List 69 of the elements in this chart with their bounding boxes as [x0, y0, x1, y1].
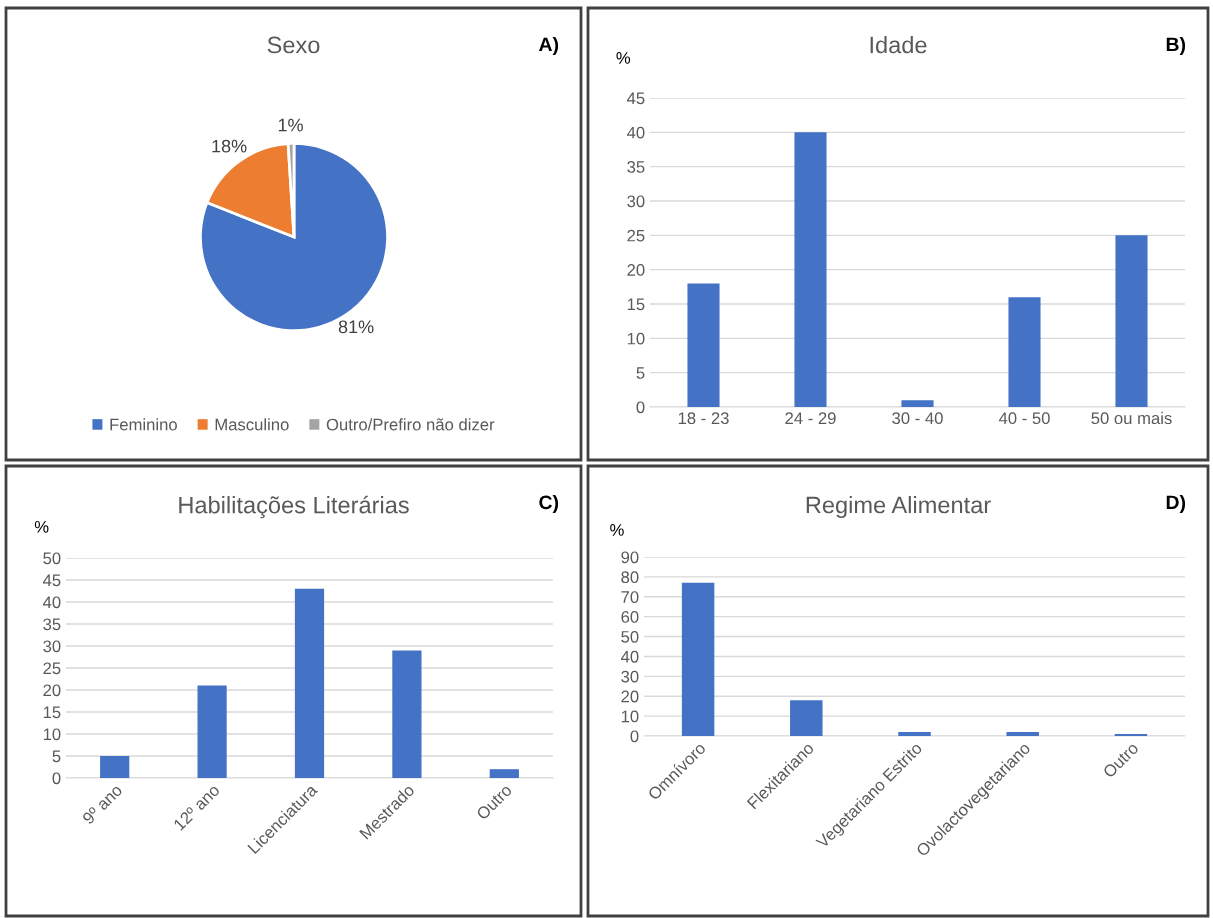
legend-label: Masculino	[215, 418, 289, 431]
data-label: 1%	[278, 118, 303, 132]
y-tick-label: 10	[627, 332, 645, 345]
y-tick-label: 10	[43, 728, 61, 741]
x-tick-label: 18 - 23	[678, 412, 729, 425]
y-tick-label: 0	[630, 730, 639, 743]
chart-title: Regime Alimentar	[806, 495, 991, 518]
text: C)	[539, 494, 559, 514]
bar	[489, 769, 519, 778]
text: B)	[1166, 36, 1186, 56]
y-axis-title: %	[610, 524, 624, 536]
x-tick-label: 9º ano	[81, 783, 123, 825]
y-tick-label: 40	[42, 596, 61, 609]
chart-title: Habilitações Literárias	[179, 495, 409, 519]
y-axis-title: %	[34, 520, 49, 533]
y-tick-label: 20	[621, 690, 639, 703]
y-tick-label: 60	[621, 611, 639, 623]
bar	[681, 582, 715, 736]
bar	[687, 283, 720, 407]
y-tick-label: 20	[43, 684, 61, 697]
y-tick-label: 45	[42, 574, 61, 587]
x-tick-label: 24 - 29	[785, 412, 836, 425]
data-label: 18%	[212, 139, 247, 153]
y-tick-label: 15	[43, 706, 61, 719]
y-tick-label: 35	[627, 161, 645, 173]
y-tick-label: 5	[636, 367, 645, 379]
bar	[392, 650, 422, 778]
y-tick-label: 10	[621, 710, 639, 723]
y-tick-label: 40	[620, 650, 639, 663]
bar	[790, 700, 823, 736]
chart-title: Idade	[870, 36, 927, 54]
y-tick-label: 45	[626, 92, 645, 105]
y-tick-label: 15	[627, 298, 645, 311]
x-tick-label: 40 - 50	[998, 412, 1050, 425]
bar	[794, 132, 827, 407]
y-tick-label: 70	[621, 591, 639, 603]
bar	[197, 685, 227, 778]
y-tick-label: 0	[52, 772, 61, 785]
y-tick-label: 30	[43, 640, 61, 653]
y-tick-label: 0	[636, 401, 645, 414]
y-tick-label: 25	[43, 662, 61, 675]
y-axis-title: %	[616, 52, 631, 64]
legend-label: Outro/Prefiro não dizer	[326, 418, 495, 431]
y-tick-label: 20	[627, 264, 645, 276]
text: D)	[1166, 494, 1186, 514]
chart-title: Sexo	[267, 36, 320, 54]
bar	[1008, 297, 1041, 407]
y-tick-label: 30	[621, 670, 639, 683]
y-tick-label: 5	[52, 750, 61, 763]
data-label: 81%	[338, 320, 374, 334]
y-tick-label: 50	[621, 630, 639, 643]
y-tick-label: 90	[621, 551, 639, 564]
y-tick-label: 80	[621, 571, 639, 584]
bar	[901, 400, 934, 407]
y-tick-label: 25	[627, 229, 645, 242]
x-tick-label: 30 - 40	[892, 412, 943, 425]
y-tick-label: 40	[626, 126, 645, 139]
x-tick-label: 50 ou mais	[1091, 411, 1172, 425]
bar	[294, 588, 325, 778]
bar	[1006, 732, 1039, 736]
legend-label: Feminino	[110, 418, 177, 431]
bar	[1115, 235, 1148, 407]
bar	[100, 756, 130, 778]
text: A)	[538, 36, 559, 56]
y-tick-label: 30	[627, 195, 645, 208]
y-tick-label: 35	[43, 618, 61, 631]
y-tick-label: 50	[43, 552, 61, 565]
x-tick-label: 12º ano	[172, 783, 221, 831]
bar	[898, 732, 931, 736]
